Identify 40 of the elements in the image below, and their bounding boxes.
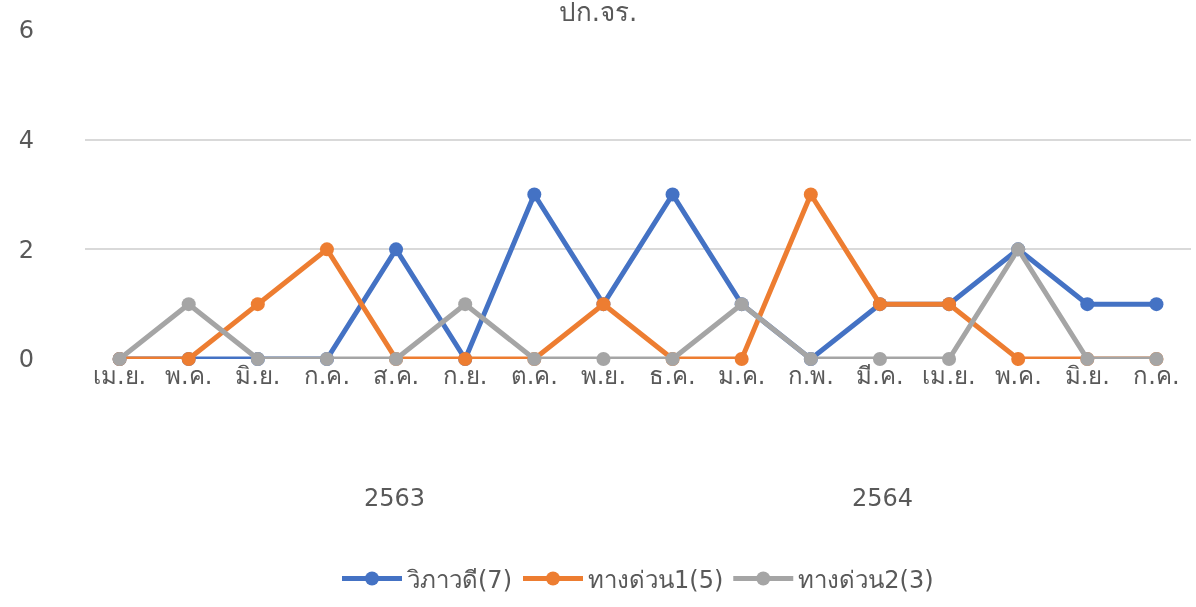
y-tick-label: 6 xyxy=(18,16,34,45)
point xyxy=(1011,352,1026,366)
x-tick-label: ม.ค. xyxy=(718,362,766,390)
x-tick-label: เม.ย. xyxy=(922,362,976,390)
chart-title: ปก.จร. xyxy=(558,0,638,28)
point xyxy=(803,187,818,202)
y-tick-label: 4 xyxy=(18,126,34,155)
text: 2563 xyxy=(364,484,426,512)
point xyxy=(734,352,749,366)
legend-label: วิภาวดี(7) xyxy=(406,565,512,594)
point xyxy=(665,187,680,202)
x-tick-label: พ.ย. xyxy=(580,362,627,390)
x-tick-label: ก.ค. xyxy=(303,362,351,390)
x-tick-label: มี.ค. xyxy=(856,362,904,390)
point xyxy=(1149,297,1164,312)
x-tick-label: ก.ค. xyxy=(1133,362,1180,390)
point xyxy=(458,297,473,312)
x-tick-label: มิ.ย. xyxy=(235,362,281,390)
point xyxy=(181,297,196,312)
y-tick-label: 2 xyxy=(18,235,34,264)
x-tick-label: ก.พ. xyxy=(787,362,834,390)
point xyxy=(319,242,334,257)
x-tick-label: ต.ค. xyxy=(510,362,558,390)
x-tick-label: พ.ค. xyxy=(994,362,1042,390)
point xyxy=(527,187,542,202)
x-tick-label: พ.ค. xyxy=(165,362,213,390)
point xyxy=(389,242,404,257)
y-tick-label: 0 xyxy=(18,345,34,374)
x-tick-label: ธ.ค. xyxy=(649,362,696,390)
point xyxy=(942,352,957,366)
x-tick-label: ส.ค. xyxy=(372,362,420,390)
point xyxy=(250,297,265,312)
legend-label: ทางด่วน1(5) xyxy=(588,565,724,594)
point xyxy=(596,352,611,366)
text: 2564 xyxy=(852,484,914,512)
x-tick-label: เม.ย. xyxy=(92,362,147,390)
point xyxy=(1080,297,1095,312)
x-tick-label: มิ.ย. xyxy=(1064,362,1110,390)
legend-label: ทางด่วน2(3) xyxy=(798,565,934,594)
x-tick-label: ก.ย. xyxy=(443,362,488,390)
